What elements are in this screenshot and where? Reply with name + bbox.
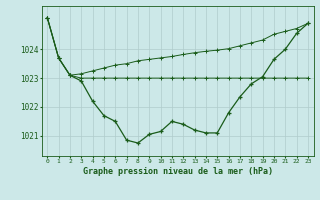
X-axis label: Graphe pression niveau de la mer (hPa): Graphe pression niveau de la mer (hPa) bbox=[83, 167, 273, 176]
